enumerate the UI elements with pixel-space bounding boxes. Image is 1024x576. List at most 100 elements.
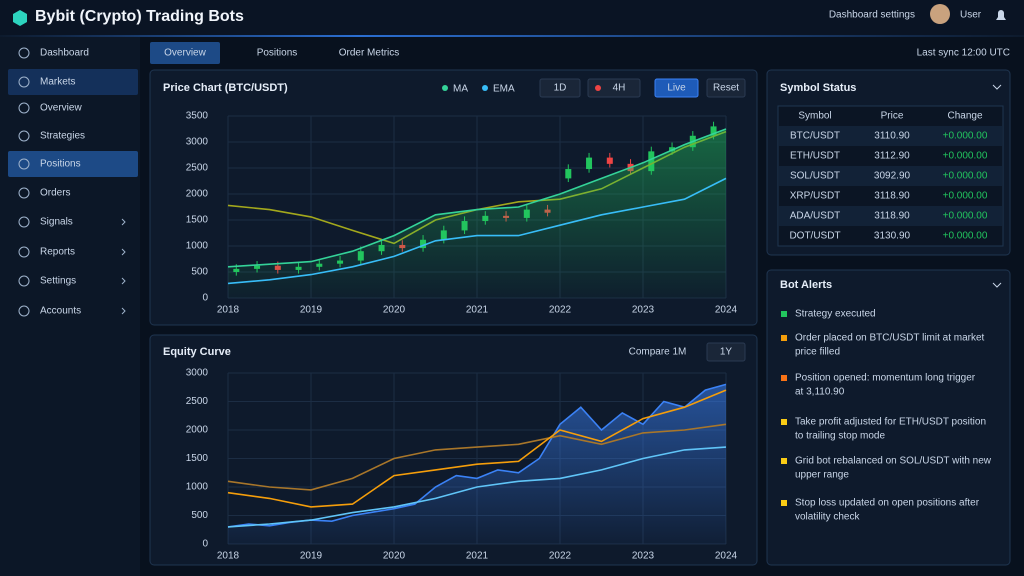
header (0, 0, 1024, 36)
panel-title: Bot Alerts (780, 279, 832, 291)
y-tick-label: 1000 (186, 241, 209, 252)
panel (766, 269, 1011, 566)
active-item (8, 69, 138, 95)
alert-bullet (781, 335, 787, 341)
chart-button[interactable] (706, 342, 746, 362)
chart-button[interactable] (587, 78, 641, 98)
alert-text: upper range (795, 470, 849, 481)
alert-bullet (781, 419, 787, 425)
nav-icon (18, 187, 30, 199)
legend-swatch (482, 85, 488, 91)
avatar[interactable] (930, 4, 950, 24)
line (227, 423, 727, 491)
cell: +0.000.00 (943, 171, 988, 182)
cell: +0.000.00 (943, 231, 988, 242)
chevron (121, 307, 126, 315)
row-stripe (779, 206, 1002, 226)
nav-icon (18, 130, 30, 142)
chart-button-label[interactable]: Live (667, 83, 686, 94)
chevron (121, 248, 126, 256)
alert-text: Order placed on BTC/USDT limit at market (795, 333, 985, 344)
nav-item[interactable]: Orders (40, 188, 71, 199)
line (227, 128, 727, 268)
tab[interactable]: Positions (257, 48, 298, 59)
chart-title: Price Chart (BTC/USDT) (163, 82, 288, 94)
chart-button-label[interactable]: 4H (613, 83, 626, 94)
alert-text: at 3,110.90 (795, 387, 845, 398)
chart-button[interactable] (539, 78, 581, 98)
y-tick-label: 2000 (186, 189, 209, 200)
area (228, 384, 726, 544)
row-stripe (779, 166, 1002, 186)
x-tick-label: 2020 (383, 551, 406, 562)
cell: DOT/USDT (789, 231, 840, 242)
x-tick-label: 2019 (300, 551, 323, 562)
cell: ETH/USDT (790, 151, 840, 162)
candle-body (565, 169, 572, 179)
nav-item[interactable]: Overview (40, 103, 82, 114)
candle-body (710, 126, 717, 136)
tab[interactable]: Overview (164, 48, 206, 59)
legend-label: MA (453, 84, 468, 95)
cell: ADA/USDT (790, 211, 841, 222)
nav-item[interactable]: Signals (40, 217, 73, 228)
nav-item[interactable]: Markets (40, 77, 76, 88)
sync-status: Last sync 12:00 UTC (917, 48, 1010, 59)
line (227, 446, 727, 528)
x-tick-label: 2018 (217, 305, 240, 316)
cell: SOL/USDT (790, 171, 840, 182)
row-stripe (779, 126, 1002, 146)
app-title: Bybit (Crypto) Trading Bots (35, 8, 244, 25)
tab[interactable]: Order Metrics (339, 48, 400, 59)
y-tick-label: 2000 (186, 425, 209, 436)
y-tick-label: 1500 (186, 215, 209, 226)
cell: 3118.90 (874, 191, 910, 202)
x-tick-label: 2021 (466, 305, 489, 316)
nav-item[interactable]: Strategies (40, 131, 85, 142)
nav-icon (18, 76, 30, 88)
x-tick-label: 2024 (715, 551, 738, 562)
column-header: Symbol (798, 111, 831, 122)
nav-icon (18, 102, 30, 114)
bell-icon[interactable] (996, 10, 1006, 20)
panel-title: Symbol Status (780, 82, 856, 94)
chart-button-label[interactable]: Reset (713, 83, 739, 94)
alert-text: volatility check (795, 512, 860, 523)
nav-icon (18, 158, 30, 170)
header-menu[interactable]: Dashboard settings (829, 10, 915, 21)
nav-item[interactable]: Dashboard (40, 48, 89, 59)
nav-icon (18, 305, 30, 317)
y-tick-label: 2500 (186, 396, 209, 407)
alert-bullet (781, 458, 787, 464)
user-name[interactable]: User (960, 10, 982, 21)
chart-button[interactable] (706, 78, 746, 98)
nav-item[interactable]: Positions (40, 159, 81, 170)
cell: 3110.90 (874, 131, 910, 142)
y-tick-label: 3000 (186, 368, 209, 379)
nav-item[interactable]: Reports (40, 247, 75, 258)
alert-bullet (781, 500, 787, 506)
y-tick-label: 500 (191, 510, 208, 521)
chart-title: Equity Curve (163, 346, 231, 358)
header-glow (0, 35, 1024, 37)
nav-item[interactable]: Settings (40, 276, 76, 287)
alert-bullet (781, 375, 787, 381)
collapse-icon[interactable] (992, 84, 1002, 288)
cell: +0.000.00 (943, 191, 988, 202)
cell: 3130.90 (874, 231, 911, 242)
tab-active (150, 42, 220, 64)
cell: 3112.90 (874, 151, 910, 162)
chart-button-label[interactable]: 1Y (720, 347, 733, 358)
chart-button[interactable] (654, 78, 699, 98)
cell: 3092.90 (874, 171, 911, 182)
x-tick-label: 2023 (632, 551, 655, 562)
x-tick-label: 2024 (715, 305, 738, 316)
chevron (121, 277, 126, 285)
y-tick-label: 500 (191, 267, 208, 278)
chart-button-label[interactable]: Compare 1M (629, 347, 687, 358)
chart-button-label[interactable]: 1D (554, 83, 567, 94)
nav-item[interactable]: Accounts (40, 306, 81, 317)
cell: +0.000.00 (943, 211, 988, 222)
